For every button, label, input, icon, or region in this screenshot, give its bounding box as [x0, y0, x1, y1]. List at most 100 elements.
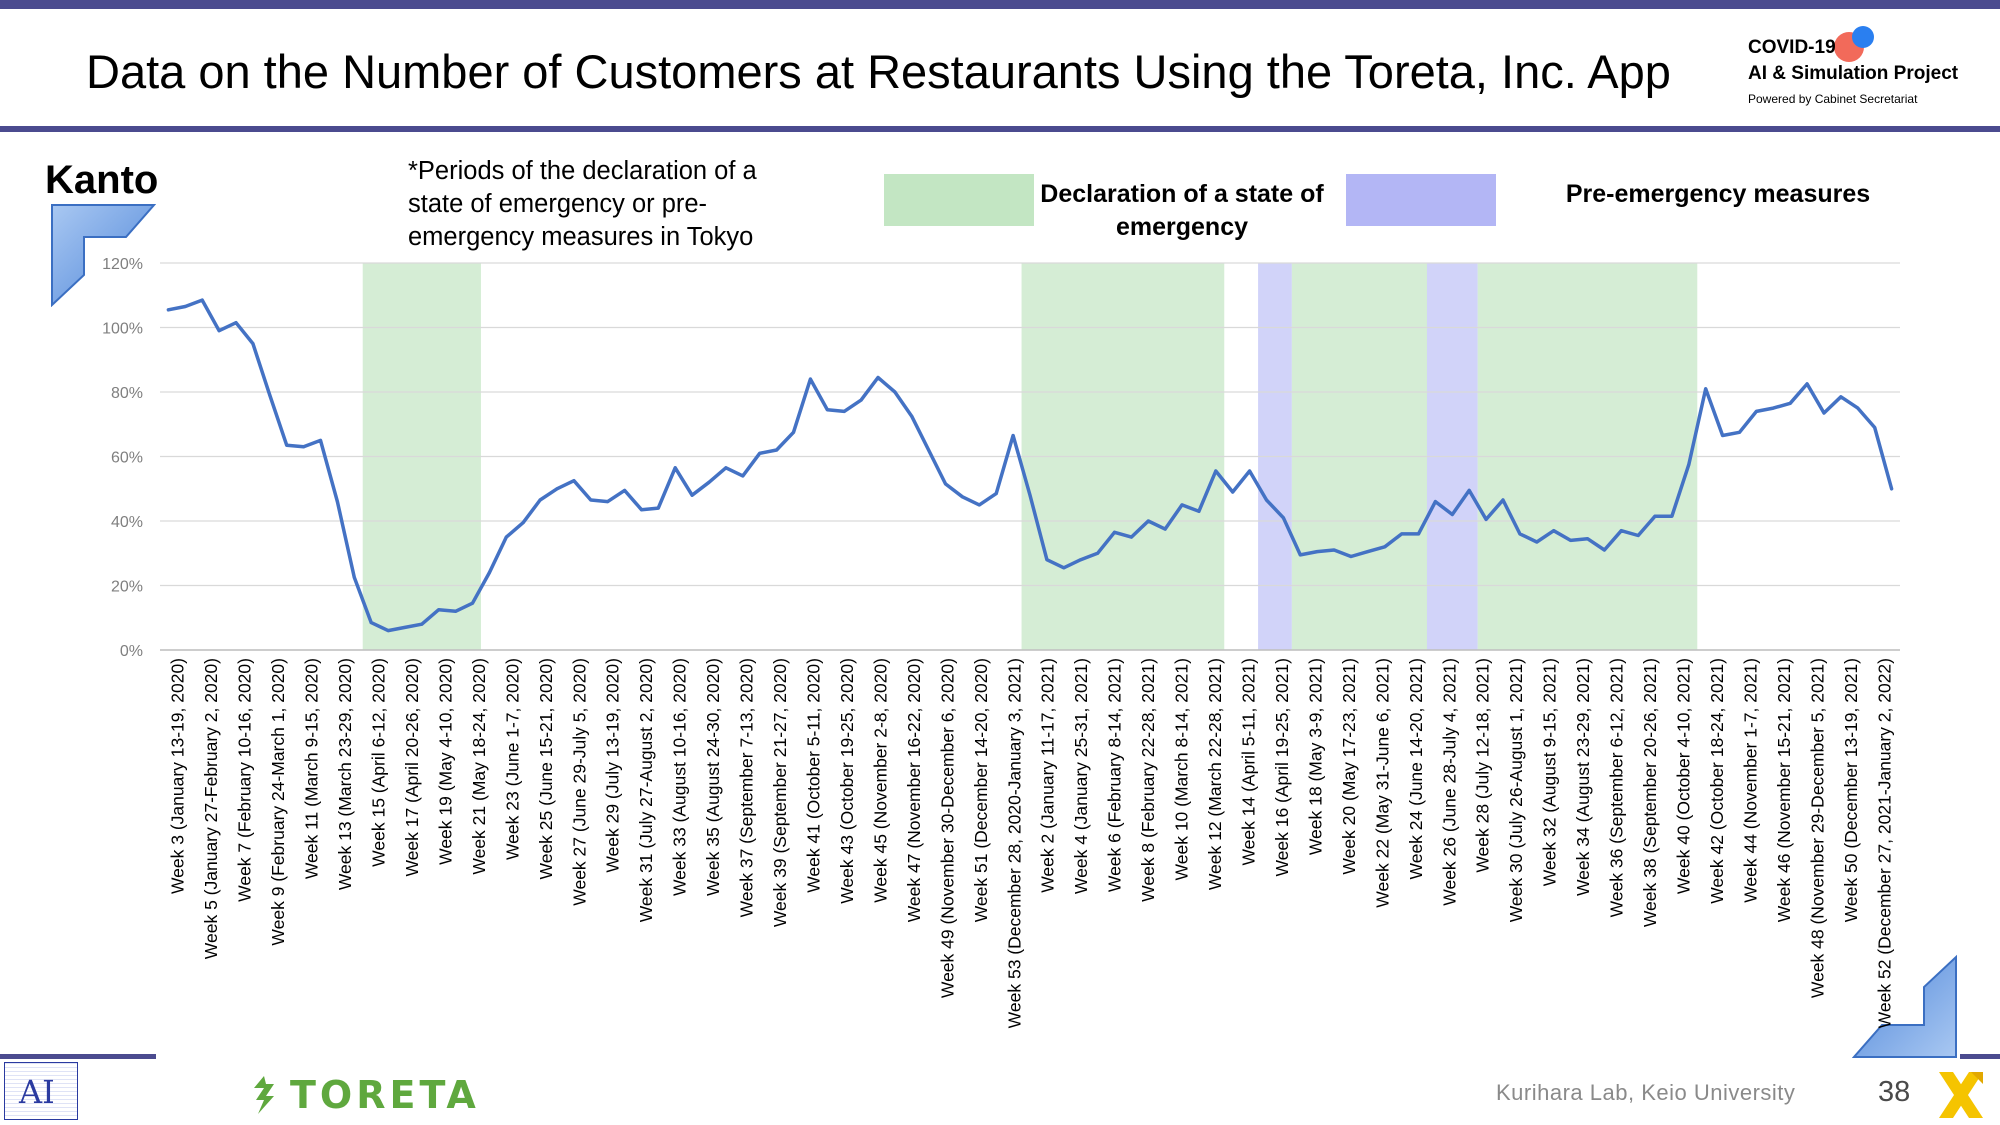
x-tick-label: Week 9 (February 24-March 1, 2020) [268, 658, 288, 946]
x-tick-label: Week 45 (November 2-8, 2020) [870, 658, 890, 903]
x-tick-label: Week 52 (December 27, 2021-January 2, 20… [1874, 658, 1894, 1028]
legend-swatch-pre-emergency [1346, 174, 1496, 226]
y-tick-label: 0% [120, 643, 143, 660]
ai-lab-logo: AI [4, 1062, 78, 1120]
slide-title: Data on the Number of Customers at Resta… [86, 45, 1671, 98]
footer-line-right [1960, 1054, 2000, 1059]
x-tick-label: Week 15 (April 6-12, 2020) [369, 658, 389, 867]
data-point [1298, 553, 1302, 557]
data-point [1771, 406, 1775, 410]
region-label: Kanto [45, 158, 159, 202]
data-point [1281, 516, 1285, 520]
y-tick-label: 120% [102, 256, 143, 273]
data-point [487, 571, 491, 575]
y-tick-label: 60% [111, 450, 143, 467]
data-point [437, 608, 441, 612]
toreta-brand-text: TORETA [290, 1073, 480, 1117]
data-point [1096, 551, 1100, 555]
data-point [1822, 411, 1826, 415]
corner-bracket-top-left [51, 204, 156, 307]
data-point [166, 308, 170, 312]
x-tick-label: Week 11 (March 9-15, 2020) [302, 658, 322, 879]
data-point [1062, 566, 1066, 570]
logo-line-1: COVID-19 [1748, 37, 1836, 58]
data-point [758, 451, 762, 455]
x-tick-label: Week 27 (June 29-July 5, 2020) [569, 658, 589, 906]
data-point [1670, 514, 1674, 518]
data-point [1754, 409, 1758, 413]
data-point [1332, 548, 1336, 552]
x-tick-label: Week 30 (July 26-August 1, 2021) [1506, 658, 1526, 922]
corner-bracket-bottom-right [1852, 954, 1957, 1058]
data-point [639, 508, 643, 512]
x-tick-label: Week 43 (October 19-25, 2020) [837, 658, 857, 904]
data-point [335, 500, 339, 504]
x-tick-label: Week 42 (October 18-24, 2021) [1707, 658, 1727, 904]
x-tick-label: Week 29 (July 13-19, 2020) [603, 658, 623, 873]
x-tick-label: Week 49 (November 30-December 6, 2020) [937, 658, 957, 998]
data-point [1467, 488, 1471, 492]
ai-logo-text: AI [19, 1073, 55, 1111]
legend-label-emergency: Declaration of a state of emergency [1040, 180, 1324, 241]
x-tick-label: Week 8 (February 22-28, 2021) [1138, 658, 1158, 902]
data-point [454, 609, 458, 613]
x-tick-label: Week 46 (November 15-21, 2021) [1774, 658, 1794, 922]
x-tick-label: Week 10 (March 8-14, 2021) [1172, 658, 1192, 880]
data-point [1383, 545, 1387, 549]
data-point [1163, 527, 1167, 531]
lab-credit: Kurihara Lab, Keio University [1496, 1080, 1796, 1105]
data-point [471, 601, 475, 605]
data-point [1315, 550, 1319, 554]
data-point [318, 438, 322, 442]
x-tick-label: Week 17 (April 20-26, 2020) [402, 658, 422, 877]
x-tick-label: Week 50 (December 13-19, 2021) [1841, 658, 1861, 922]
data-point [1433, 500, 1437, 504]
data-point [1569, 538, 1573, 542]
data-point [200, 298, 204, 302]
y-tick-label: 100% [102, 321, 143, 338]
data-point [183, 305, 187, 309]
data-point [1501, 498, 1505, 502]
x-tick-label: Week 22 (May 31-June 6, 2021) [1372, 658, 1392, 908]
project-x-icon [1939, 1072, 1983, 1118]
x-tick-label: Week 37 (September 7-13, 2020) [737, 658, 757, 917]
data-point [1366, 550, 1370, 554]
toreta-logo: TORETA [250, 1070, 480, 1120]
x-tick-label: Week 32 (August 9-15, 2021) [1540, 658, 1560, 886]
legend-label-pre-emergency: Pre-emergency measures [1565, 180, 1871, 208]
x-tick-label: Week 41 (October 5-11, 2020) [804, 658, 824, 893]
data-point [555, 487, 559, 491]
x-tick-label: Week 40 (October 4-10, 2021) [1674, 658, 1694, 894]
x-tick-label: Week 14 (April 5-11, 2021) [1239, 658, 1259, 866]
x-tick-label: Week 12 (March 22-28, 2021) [1205, 658, 1225, 890]
data-point [1248, 469, 1252, 473]
data-point [504, 535, 508, 539]
data-point [825, 408, 829, 412]
x-tick-label: Week 48 (November 29-December 5, 2021) [1807, 658, 1827, 998]
logo-line-2: AI & Simulation Project [1748, 63, 1959, 84]
x-tick-label: Week 3 (January 13-19, 2020) [168, 658, 188, 894]
data-point [352, 575, 356, 579]
data-point [1011, 434, 1015, 438]
data-point [1349, 554, 1353, 558]
legend-swatch-emergency [884, 174, 1034, 226]
footer-line-left [0, 1054, 156, 1059]
data-point [1602, 548, 1606, 552]
data-point [1805, 382, 1809, 386]
data-point [1585, 537, 1589, 541]
x-tick-label: Week 6 (February 8-14, 2021) [1105, 658, 1125, 892]
data-point [1214, 469, 1218, 473]
x-tick-label: Week 35 (August 24-30, 2020) [703, 658, 723, 896]
x-tick-label: Week 34 (August 23-29, 2021) [1573, 658, 1593, 896]
data-point [893, 390, 897, 394]
x-tick-label: Week 38 (September 20-26, 2021) [1640, 658, 1660, 927]
data-point [1856, 406, 1860, 410]
data-point [724, 466, 728, 470]
data-point [1687, 463, 1691, 467]
x-tick-label: Week 19 (May 4-10, 2020) [435, 658, 455, 865]
data-point [1873, 425, 1877, 429]
data-point [369, 621, 373, 625]
x-tick-label: Week 4 (January 25-31, 2021) [1071, 658, 1091, 894]
data-point [1518, 532, 1522, 536]
data-point [944, 482, 948, 486]
